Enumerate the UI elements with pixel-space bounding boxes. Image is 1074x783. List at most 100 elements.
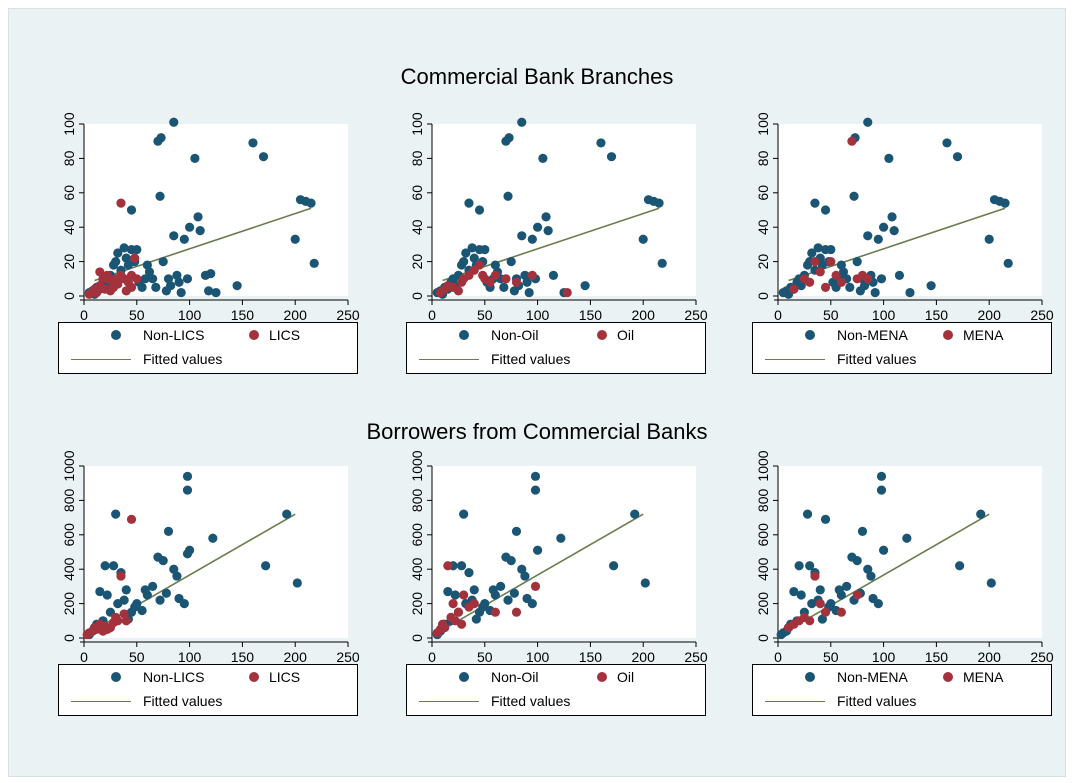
x-tick-label: 250 <box>336 307 360 323</box>
data-point <box>116 198 126 208</box>
y-tick-label: 40 <box>409 219 425 235</box>
data-point <box>530 581 541 591</box>
data-point <box>132 599 142 609</box>
data-point <box>169 564 179 574</box>
data-point <box>158 556 168 566</box>
y-tick-label: 200 <box>755 592 771 616</box>
data-point <box>185 545 195 555</box>
data-point <box>527 234 537 244</box>
fitted-values-line <box>436 513 644 634</box>
data-point <box>459 509 469 519</box>
y-tick-label: 200 <box>61 592 77 616</box>
legend-label-b: Oil <box>617 327 635 343</box>
data-point <box>902 533 912 543</box>
x-tick-label: 100 <box>872 307 896 323</box>
data-point <box>522 277 532 287</box>
panel-branches-lics: 050100150200250Privy020406080100Non-LICS… <box>20 112 360 374</box>
data-point <box>847 136 857 146</box>
data-point <box>810 198 820 208</box>
data-point <box>852 556 862 566</box>
data-point <box>517 117 527 127</box>
x-tick-label: 250 <box>1030 649 1054 665</box>
legend-marker-b <box>597 672 607 682</box>
data-point <box>810 257 820 267</box>
legend-marker-fitted <box>71 359 131 360</box>
data-point <box>905 287 915 298</box>
data-point <box>474 260 485 270</box>
data-point <box>132 274 142 284</box>
data-point <box>562 287 572 298</box>
data-point <box>119 243 129 253</box>
data-point <box>480 244 490 255</box>
legend: Non-Oil Oil Fitted values <box>406 322 706 374</box>
legend-label-fitted: Fitted values <box>491 693 571 709</box>
data-point <box>879 545 889 555</box>
data-point <box>469 599 479 609</box>
y-tick-label: 1000 <box>755 450 771 481</box>
data-point <box>116 571 126 581</box>
data-point <box>815 599 825 609</box>
x-tick-label: 150 <box>579 307 603 323</box>
data-point <box>789 284 799 294</box>
data-point <box>1003 258 1013 268</box>
x-tick-label: 100 <box>178 307 202 323</box>
data-point <box>511 607 522 617</box>
data-point <box>852 590 862 600</box>
data-point <box>309 258 319 268</box>
data-point <box>889 226 899 236</box>
y-tick-label: 60 <box>755 185 771 201</box>
data-point <box>174 277 184 287</box>
data-point <box>1000 198 1010 208</box>
y-tick-label: 200 <box>409 592 425 616</box>
y-tick-label: 20 <box>755 254 771 270</box>
y-tick-label: 800 <box>755 489 771 513</box>
y-tick-label: 600 <box>61 523 77 547</box>
data-point <box>469 585 479 595</box>
y-tick-label: 80 <box>755 150 771 166</box>
legend-label-b: LICS <box>269 327 301 343</box>
data-point <box>450 590 460 600</box>
data-point <box>640 578 650 588</box>
data-point <box>807 248 817 258</box>
data-point <box>121 616 131 626</box>
data-point <box>657 258 667 268</box>
legend: Non-MENA MENA Fitted values <box>752 664 1052 716</box>
y-tick-label: 40 <box>61 219 77 235</box>
data-point <box>161 588 171 598</box>
data-point <box>456 619 467 629</box>
legend: Non-Oil Oil Fitted values <box>406 664 706 716</box>
data-point <box>261 561 271 571</box>
panel-borrowers-lics: 050100150200250Privy02004006008001000Non… <box>20 450 360 716</box>
legend: Non-MENA MENA Fitted values <box>752 322 1052 374</box>
data-point <box>820 205 831 215</box>
data-point <box>820 282 831 292</box>
x-tick-label: 50 <box>823 307 839 323</box>
legend-marker-fitted <box>765 359 825 360</box>
data-point <box>820 607 831 617</box>
data-point <box>440 623 450 633</box>
data-point <box>464 568 474 578</box>
y-tick-label: 100 <box>409 112 425 136</box>
x-tick-label: 0 <box>774 649 782 665</box>
data-point <box>182 485 193 495</box>
data-point <box>802 509 813 519</box>
data-point <box>108 561 119 571</box>
y-tick-label: 40 <box>755 219 771 235</box>
legend-marker-a <box>805 330 815 340</box>
y-tick-label: 80 <box>409 150 425 166</box>
y-tick-label: 0 <box>61 292 77 300</box>
data-point <box>789 586 799 597</box>
data-point <box>884 153 894 163</box>
x-tick-label: 50 <box>823 649 839 665</box>
y-tick-label: 800 <box>409 489 425 513</box>
legend-marker-fitted <box>765 701 825 702</box>
x-tick-label: 100 <box>872 649 896 665</box>
data-point <box>952 152 963 162</box>
data-point <box>796 590 806 600</box>
data-point <box>182 274 193 284</box>
data-point <box>474 205 485 215</box>
data-point <box>517 231 527 241</box>
data-point <box>185 222 195 232</box>
scatter-plot: 050100150200250Privy020406080100 <box>755 112 1054 341</box>
